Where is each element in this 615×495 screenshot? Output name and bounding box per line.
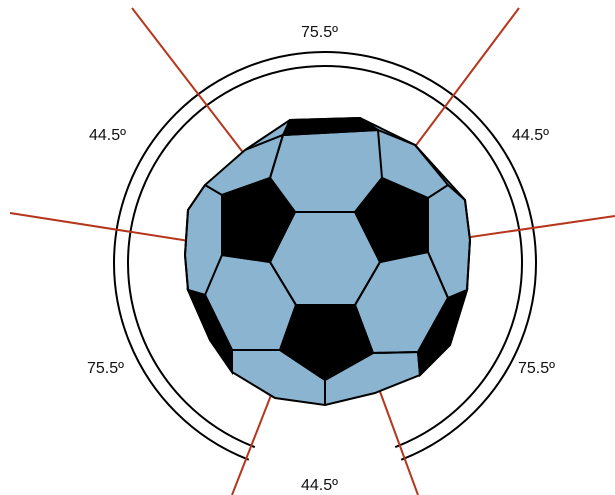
ray-upper-right [404,7,520,161]
angle-label-bottom: 44.5º [301,477,338,494]
ray-right [449,215,615,241]
angle-label-lower-left: 75.5º [87,360,124,377]
hexagon-bottom-left [232,349,326,405]
ray-lower-right [374,377,419,495]
hexagon-left-edge [183,184,206,296]
angle-label-upper-left: 44.5º [89,127,126,144]
hexagon-bottom-right [324,350,421,381]
ray-upper-left [131,7,246,156]
hexagon-upper-left [204,133,285,197]
ray-left [9,212,203,244]
rays [9,7,615,495]
angle-label-top: 75.5º [301,24,338,41]
pentagons [186,116,469,382]
angle-label-lower-right: 75.5º [518,360,555,377]
ray-lower-left [231,384,276,495]
seams [183,128,472,405]
angle-label-upper-right: 44.5º [512,127,549,144]
